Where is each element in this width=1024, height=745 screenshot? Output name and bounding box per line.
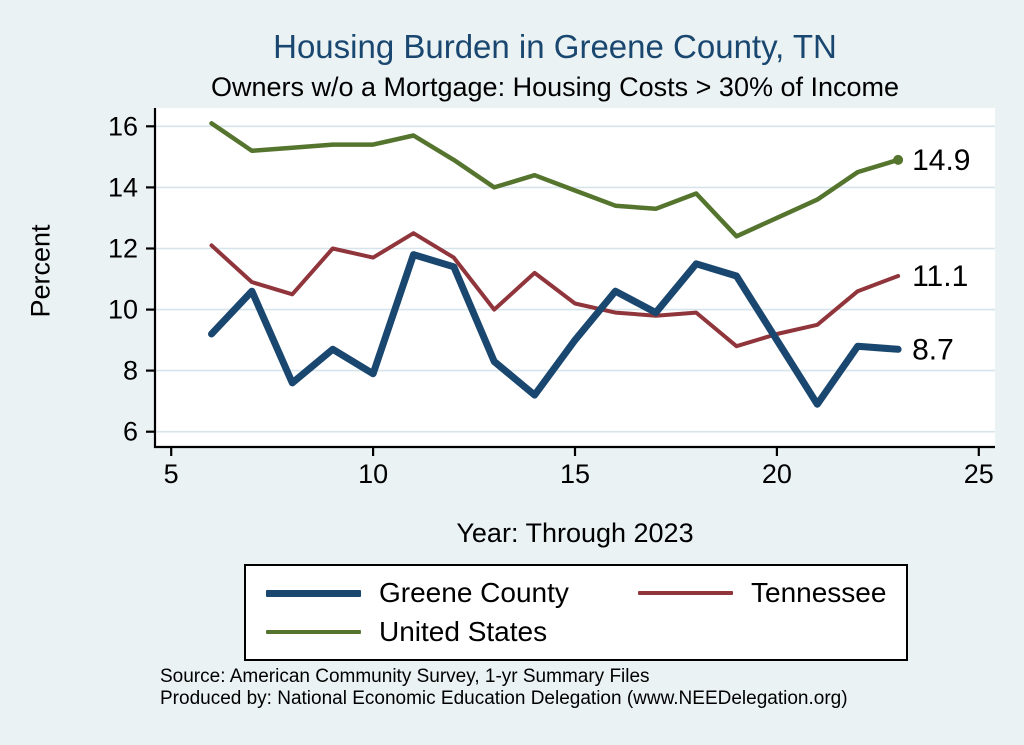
end-marker-united-states <box>893 154 904 165</box>
series-line-united-states <box>209 121 901 239</box>
greene-county-line-swatch <box>266 589 361 597</box>
source-line-1: Source: American Community Survey, 1-yr … <box>160 666 650 687</box>
x-tick-label: 20 <box>762 459 792 489</box>
legend: Greene County Tennessee United States <box>244 564 908 661</box>
legend-item-tennessee: Tennessee <box>638 577 886 609</box>
y-tick-label: 12 <box>108 234 138 264</box>
x-tick-label: 5 <box>164 459 179 489</box>
source-line-2: Produced by: National Economic Education… <box>160 687 848 709</box>
legend-item-united-states: United States <box>266 616 638 648</box>
y-axis-label: Percent <box>25 224 56 318</box>
legend-label-tennessee: Tennessee <box>751 577 887 608</box>
series-line-tennessee <box>209 231 901 349</box>
y-tick-label: 8 <box>123 356 138 386</box>
x-tick-label: 25 <box>964 459 994 489</box>
y-tick-label: 10 <box>108 295 138 325</box>
chart-subtitle: Owners w/o a Mortgage: Housing Costs > 3… <box>210 72 900 102</box>
chart-title: Housing Burden in Greene County, TN <box>273 28 837 65</box>
x-axis-label: Year: Through 2023 <box>456 518 694 548</box>
y-tick-label: 6 <box>123 417 138 447</box>
x-tick-label: 10 <box>358 459 388 489</box>
legend-label-greene-county: Greene County <box>379 577 569 608</box>
tennessee-line-swatch <box>638 591 733 595</box>
y-tick-label: 14 <box>108 172 138 202</box>
united-states-line-swatch <box>266 629 361 635</box>
source-note: Source: American Community Survey, 1-yr … <box>160 666 848 709</box>
end-label-tennessee: 11.1 <box>912 260 968 293</box>
legend-item-greene-county: Greene County <box>266 577 638 609</box>
plot-background <box>155 108 995 447</box>
x-tick-label: 15 <box>560 459 590 489</box>
y-tick-label: 16 <box>108 111 138 141</box>
series-line-greene-county <box>208 251 902 408</box>
end-label-united-states: 14.9 <box>912 144 970 177</box>
end-label-greene-county: 8.7 <box>912 333 954 366</box>
legend-label-united-states: United States <box>379 616 548 647</box>
